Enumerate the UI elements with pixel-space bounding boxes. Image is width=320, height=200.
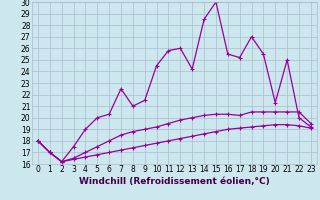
X-axis label: Windchill (Refroidissement éolien,°C): Windchill (Refroidissement éolien,°C): [79, 177, 270, 186]
